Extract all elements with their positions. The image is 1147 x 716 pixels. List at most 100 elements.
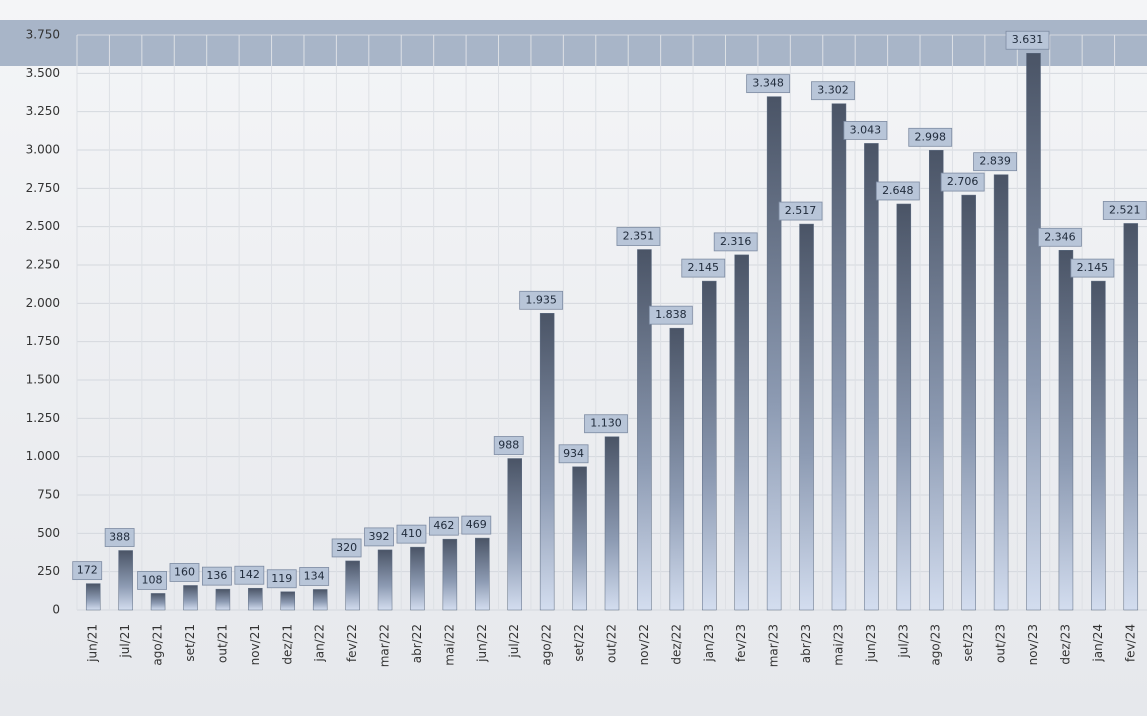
- x-tick-label: fev/24: [1123, 624, 1137, 662]
- value-label: 134: [304, 569, 325, 582]
- value-label: 2.998: [914, 130, 946, 143]
- value-label: 392: [369, 530, 390, 543]
- x-tick-label: nov/23: [1026, 624, 1040, 665]
- bar: [573, 467, 587, 610]
- value-label: 988: [498, 439, 519, 452]
- bar: [475, 538, 489, 610]
- bar: [248, 588, 262, 610]
- value-label: 2.839: [979, 155, 1011, 168]
- bar: [864, 143, 878, 610]
- value-label: 320: [336, 541, 357, 554]
- y-tick-label: 2.750: [26, 181, 60, 195]
- bar: [800, 224, 814, 610]
- x-tick-label: jan/23: [702, 624, 716, 663]
- x-tick-label: jun/23: [864, 624, 878, 663]
- bar: [962, 195, 976, 610]
- bar: [605, 437, 619, 610]
- bar: [410, 547, 424, 610]
- x-tick-label: abr/22: [410, 624, 424, 663]
- x-tick-label: jul/22: [507, 624, 521, 659]
- bar: [443, 539, 457, 610]
- bar: [1027, 53, 1041, 610]
- bar: [832, 104, 846, 610]
- x-tick-label: dez/23: [1058, 624, 1072, 665]
- value-label: 469: [466, 518, 487, 531]
- x-tick-label: jul/23: [896, 624, 910, 659]
- value-label: 3.348: [752, 77, 784, 90]
- value-label: 3.302: [817, 84, 849, 97]
- x-tick-label: fev/22: [345, 624, 359, 662]
- value-label: 462: [433, 519, 454, 532]
- x-tick-label: set/23: [961, 624, 975, 662]
- y-tick-label: 250: [37, 564, 60, 578]
- bar: [670, 328, 684, 610]
- y-tick-label: 0: [52, 603, 60, 617]
- value-label: 388: [109, 531, 130, 544]
- value-label: 172: [77, 564, 98, 577]
- y-tick-label: 1.250: [26, 411, 60, 425]
- x-tick-label: jan/22: [313, 624, 327, 663]
- x-tick-label: dez/21: [280, 624, 294, 665]
- bar: [897, 204, 911, 610]
- value-label: 2.346: [1044, 230, 1076, 243]
- x-tick-label: nov/21: [248, 624, 262, 665]
- bar: [281, 592, 295, 610]
- value-label: 410: [401, 527, 422, 540]
- bar: [378, 550, 392, 610]
- x-tick-label: set/21: [183, 624, 197, 662]
- value-label: 136: [206, 569, 227, 582]
- x-tick-label: ago/22: [540, 624, 554, 666]
- value-label: 142: [239, 568, 260, 581]
- y-tick-label: 1.750: [26, 334, 60, 348]
- x-tick-label: ago/23: [929, 624, 943, 666]
- x-tick-label: jul/21: [118, 624, 132, 659]
- bar: [767, 97, 781, 610]
- bar: [1059, 250, 1073, 610]
- value-label: 934: [563, 447, 584, 460]
- x-tick-label: fev/23: [734, 624, 748, 662]
- value-label: 3.043: [850, 123, 882, 136]
- bar: [313, 589, 327, 610]
- x-tick-label: jun/22: [475, 624, 489, 663]
- y-tick-label: 3.500: [26, 66, 60, 80]
- x-tick-label: set/22: [572, 624, 586, 662]
- bar: [637, 250, 651, 610]
- y-tick-label: 2.250: [26, 258, 60, 272]
- bar: [183, 585, 197, 610]
- value-label: 2.316: [720, 235, 752, 248]
- bar: [508, 459, 522, 610]
- x-tick-label: out/21: [215, 624, 229, 663]
- bar: [1091, 281, 1105, 610]
- value-label: 108: [142, 573, 163, 586]
- y-tick-label: 500: [37, 526, 60, 540]
- bar: [994, 175, 1008, 610]
- value-label: 2.145: [688, 261, 720, 274]
- x-tick-label: mai/23: [831, 624, 845, 666]
- value-label: 119: [271, 572, 292, 585]
- chart: 02505007501.0001.2501.5001.7502.0002.250…: [0, 0, 1147, 716]
- y-tick-label: 2.000: [26, 296, 60, 310]
- y-tick-label: 3.250: [26, 104, 60, 118]
- x-tick-label: mar/22: [378, 624, 392, 667]
- y-tick-label: 3.750: [26, 28, 60, 42]
- x-tick-label: nov/22: [637, 624, 651, 665]
- y-tick-label: 3.000: [26, 143, 60, 157]
- y-tick-label: 2.500: [26, 219, 60, 233]
- x-tick-label: mar/23: [767, 624, 781, 667]
- value-label: 2.521: [1109, 203, 1141, 216]
- y-tick-label: 750: [37, 488, 60, 502]
- x-tick-label: ago/21: [151, 624, 165, 666]
- bar: [346, 561, 360, 610]
- bar: [119, 551, 133, 610]
- x-tick-label: abr/23: [799, 624, 813, 663]
- value-label: 160: [174, 565, 195, 578]
- bar: [151, 593, 165, 610]
- value-label: 2.351: [623, 230, 655, 243]
- bar: [702, 281, 716, 610]
- value-label: 1.838: [655, 308, 687, 321]
- x-tick-label: jun/21: [86, 624, 100, 663]
- bar: [86, 584, 100, 610]
- x-tick-label: out/23: [994, 624, 1008, 663]
- bar: [735, 255, 749, 610]
- bar: [216, 589, 230, 610]
